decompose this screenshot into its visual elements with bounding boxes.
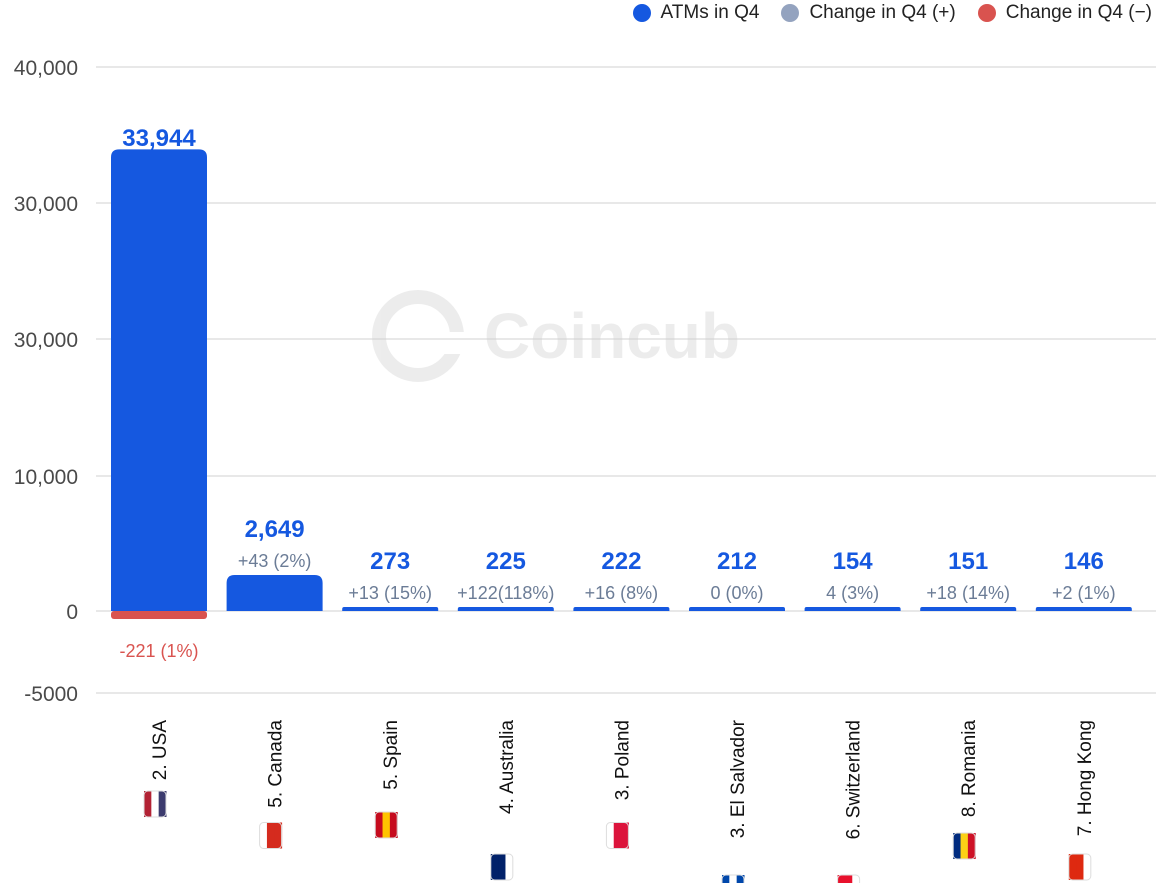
value-label: 222: [601, 548, 641, 575]
change-label: +13 (15%): [348, 583, 432, 603]
change-label: +16 (8%): [585, 583, 659, 603]
y-tick-label: 40,000: [14, 57, 78, 80]
switzerland-flag-icon: [837, 874, 861, 883]
y-tick-label: 30,000: [14, 329, 78, 352]
change-label: -221 (1%): [119, 641, 198, 661]
bar--canada: [226, 574, 323, 611]
category-label: 5. Spain: [381, 720, 402, 790]
bar--australia: [457, 607, 554, 611]
legend-item-atms[interactable]: ATMs in Q4: [632, 2, 760, 24]
category-label: 8. Romania: [959, 720, 980, 818]
hong-kong-flag-icon: [1068, 853, 1092, 881]
category-label: 4. Australia: [497, 720, 518, 814]
change-label: +2 (1%): [1052, 583, 1116, 603]
value-label: 212: [717, 548, 757, 575]
romania-flag-icon: [952, 832, 976, 860]
category-label: 3. El Salvador: [728, 719, 749, 838]
el-salvador-flag-icon: [721, 874, 745, 883]
bar--spain: [342, 607, 439, 611]
category-label: 2. USA: [150, 720, 171, 781]
legend-dot-atms: [632, 4, 651, 22]
change-label: +122(118%): [457, 583, 554, 603]
change-label: 0 (0%): [710, 583, 763, 603]
usa-flag-icon: [143, 790, 167, 818]
legend-label-change-negative: Change in Q4 (−): [1005, 2, 1152, 23]
value-label: 2,649: [245, 516, 305, 543]
spain-flag-icon: [374, 811, 398, 839]
value-label: 154: [833, 548, 874, 575]
legend-dot-change-positive: [781, 4, 800, 22]
bar--switzerland: [804, 607, 901, 611]
change-label: 4 (3%): [826, 583, 879, 603]
y-tick-label: 10,000: [14, 466, 78, 489]
change-label: +43 (2%): [238, 551, 312, 571]
legend-label-change-positive: Change in Q4 (+): [809, 2, 956, 23]
negative-change-bar: [111, 611, 207, 619]
legend-item-change-positive[interactable]: Change in Q4 (+): [781, 2, 956, 24]
value-label: 273: [370, 548, 410, 575]
bar--romania: [920, 607, 1017, 611]
value-label: 146: [1064, 548, 1104, 575]
category-label: 6. Switzerland: [844, 720, 865, 839]
y-tick-label: 0: [66, 601, 78, 624]
category-label: 7. Hong Kong: [1075, 720, 1096, 836]
bar--el-salvador: [689, 607, 785, 611]
category-label: 5. Canada: [266, 720, 287, 808]
change-label: +18 (14%): [926, 583, 1010, 603]
bar--poland: [573, 607, 670, 611]
y-tick-label: 30,000: [14, 193, 78, 216]
category-label: 3. Poland: [612, 720, 633, 800]
canada-flag-icon: [259, 822, 283, 849]
legend-item-change-negative[interactable]: Change in Q4 (−): [977, 2, 1152, 24]
value-label: 33,944: [122, 125, 196, 152]
y-tick-label: -5000: [24, 683, 78, 706]
bar--usa: [111, 149, 207, 611]
poland-flag-icon: [605, 822, 629, 849]
legend: ATMs in Q4 Change in Q4 (+) Change in Q4…: [632, 2, 1152, 24]
value-label: 225: [486, 548, 526, 575]
legend-dot-change-negative: [977, 4, 996, 22]
australia-flag-icon: [490, 853, 514, 881]
value-label: 151: [948, 548, 988, 575]
bar--hong-kong: [1035, 607, 1132, 611]
legend-label-atms: ATMs in Q4: [660, 2, 760, 23]
